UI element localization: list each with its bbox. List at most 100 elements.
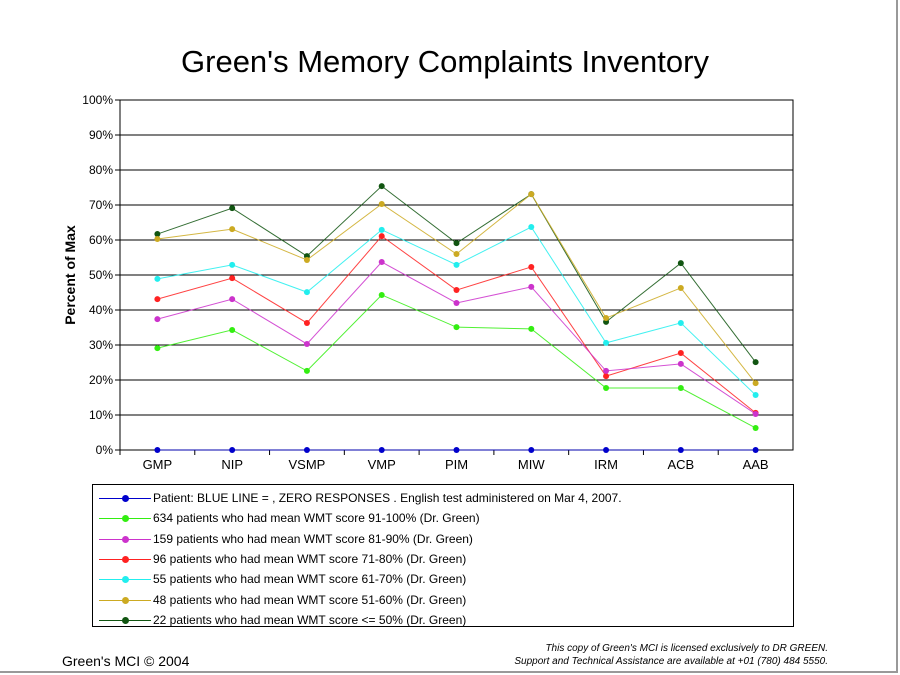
legend-label: 634 patients who had mean WMT score 91-1… xyxy=(153,511,480,526)
legend-label: 96 patients who had mean WMT score 71-80… xyxy=(153,552,467,567)
y-tick-label: 100% xyxy=(82,93,113,107)
data-point xyxy=(154,316,161,323)
y-axis-label: Percent of Max xyxy=(62,225,78,325)
legend-item: 22 patients who had mean WMT score <= 50… xyxy=(93,610,793,630)
license-notice: This copy of Green's MCI is licensed exc… xyxy=(514,642,828,668)
data-point xyxy=(303,447,310,453)
legend-marker-icon xyxy=(99,613,151,627)
data-point xyxy=(677,385,684,392)
legend-marker-icon xyxy=(99,572,151,586)
data-point xyxy=(677,284,684,291)
data-point xyxy=(752,424,759,431)
x-tick-label: PIM xyxy=(445,457,468,472)
data-point xyxy=(453,324,460,331)
data-point xyxy=(603,315,610,322)
y-tick-label: 30% xyxy=(89,338,113,352)
x-tick-label: AAB xyxy=(743,457,769,472)
support-text: Support and Technical Assistance are ava… xyxy=(514,656,828,667)
data-point xyxy=(229,326,236,333)
data-point xyxy=(677,360,684,367)
x-tick-label: NIP xyxy=(221,457,243,472)
data-point xyxy=(154,345,161,352)
data-point xyxy=(453,261,460,268)
data-point xyxy=(154,235,161,242)
y-tick-label: 20% xyxy=(89,373,113,387)
data-point xyxy=(603,447,610,453)
data-point xyxy=(378,183,385,190)
data-point xyxy=(303,289,310,296)
data-point xyxy=(229,275,236,282)
data-point xyxy=(453,287,460,294)
legend-item: 55 patients who had mean WMT score 61-70… xyxy=(93,569,793,589)
x-tick-label: GMP xyxy=(143,457,173,472)
legend-marker-icon xyxy=(99,491,151,505)
data-point xyxy=(752,380,759,387)
data-point xyxy=(752,392,759,399)
data-point xyxy=(154,231,161,238)
y-tick-label: 60% xyxy=(89,233,113,247)
data-point xyxy=(603,339,610,346)
legend-marker-icon xyxy=(99,593,151,607)
legend-label: 159 patients who had mean WMT score 81-9… xyxy=(153,531,473,546)
legend-label: 48 patients who had mean WMT score 51-60… xyxy=(153,592,467,607)
y-tick-label: 70% xyxy=(89,198,113,212)
data-point xyxy=(303,340,310,347)
data-point xyxy=(677,260,684,267)
data-point xyxy=(378,291,385,298)
data-point xyxy=(453,251,460,257)
x-tick-label: VSMP xyxy=(289,457,326,472)
data-point xyxy=(528,224,535,231)
y-tick-label: 40% xyxy=(89,303,113,317)
data-point xyxy=(378,200,385,207)
data-point xyxy=(378,447,385,453)
data-point xyxy=(229,205,236,212)
data-point xyxy=(603,385,610,392)
x-tick-label: MIW xyxy=(518,457,545,472)
legend-item: 634 patients who had mean WMT score 91-1… xyxy=(93,508,793,528)
data-point xyxy=(229,261,236,268)
data-point xyxy=(752,447,759,453)
y-tick-label: 10% xyxy=(89,408,113,422)
legend-marker-icon xyxy=(99,511,151,525)
data-point xyxy=(229,226,236,233)
data-point xyxy=(378,226,385,233)
data-point xyxy=(453,300,460,306)
data-point xyxy=(453,240,460,247)
data-point xyxy=(528,263,535,270)
data-point xyxy=(378,233,385,240)
chart-title: Green's Memory Complaints Inventory xyxy=(181,44,709,79)
data-point xyxy=(752,410,759,417)
y-tick-label: 50% xyxy=(89,268,113,282)
data-point xyxy=(603,367,610,374)
legend-item: 96 patients who had mean WMT score 71-80… xyxy=(93,549,793,569)
x-tick-label: ACB xyxy=(667,457,694,472)
data-point xyxy=(677,350,684,357)
data-point xyxy=(154,296,161,303)
data-point xyxy=(453,447,460,453)
data-point xyxy=(229,296,236,303)
x-tick-label: IRM xyxy=(594,457,618,472)
legend-item: Patient: BLUE LINE = , ZERO RESPONSES . … xyxy=(93,488,793,508)
data-point xyxy=(154,275,161,282)
y-tick-label: 80% xyxy=(89,163,113,177)
data-point xyxy=(303,256,310,263)
copyright-text: Green's MCI © 2004 xyxy=(62,653,190,669)
data-point xyxy=(752,359,759,366)
data-point xyxy=(677,319,684,326)
data-point xyxy=(528,325,535,332)
data-point xyxy=(303,367,310,374)
legend-label: Patient: BLUE LINE = , ZERO RESPONSES . … xyxy=(153,491,622,506)
legend-item: 159 patients who had mean WMT score 81-9… xyxy=(93,529,793,549)
data-point xyxy=(528,447,535,453)
legend-item: 48 patients who had mean WMT score 51-60… xyxy=(93,589,793,609)
legend-marker-icon xyxy=(99,532,151,546)
legend-label: 22 patients who had mean WMT score <= 50… xyxy=(153,612,467,627)
legend-label: 55 patients who had mean WMT score 61-70… xyxy=(153,572,467,587)
data-point xyxy=(378,259,385,266)
data-point xyxy=(528,283,535,290)
license-text: This copy of Green's MCI is licensed exc… xyxy=(545,643,828,654)
chart-legend: Patient: BLUE LINE = , ZERO RESPONSES . … xyxy=(92,484,794,627)
y-tick-label: 0% xyxy=(96,443,114,457)
